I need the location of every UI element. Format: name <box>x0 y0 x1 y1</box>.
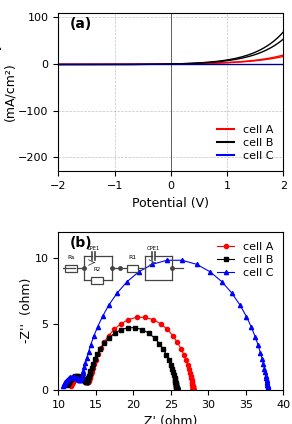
cell B <box>65 382 69 388</box>
cell B <box>179 61 182 66</box>
cell B <box>281 30 285 35</box>
cell B <box>164 61 167 67</box>
cell B <box>191 61 194 66</box>
cell B <box>175 388 179 393</box>
cell C <box>267 388 270 393</box>
cell C <box>262 362 265 367</box>
cell A <box>135 315 138 320</box>
X-axis label: Potential (V): Potential (V) <box>132 197 209 209</box>
cell C <box>241 61 244 67</box>
cell B <box>169 362 172 367</box>
cell C <box>256 343 260 348</box>
cell C <box>165 61 168 67</box>
cell A <box>192 387 195 392</box>
cell C <box>115 290 119 296</box>
cell C <box>57 61 60 67</box>
cell B <box>126 325 130 330</box>
cell B <box>102 341 106 346</box>
cell C <box>281 61 285 67</box>
Y-axis label: Current Density
(mA/cm²): Current Density (mA/cm²) <box>0 43 17 141</box>
cell A <box>165 61 169 67</box>
cell A <box>277 54 280 59</box>
cell C <box>264 373 268 378</box>
cell A <box>190 379 194 385</box>
cell A <box>189 373 192 378</box>
Y-axis label: -Z''  (ohm): -Z'' (ohm) <box>20 278 33 343</box>
cell A <box>192 388 195 393</box>
Text: (a): (a) <box>70 17 92 31</box>
Line: cell B: cell B <box>65 326 179 392</box>
cell A <box>75 62 79 67</box>
cell C <box>165 258 169 263</box>
cell B <box>173 375 176 380</box>
cell B <box>165 61 169 67</box>
cell A <box>179 61 182 67</box>
cell A <box>69 383 73 388</box>
X-axis label: Z' (ohm): Z' (ohm) <box>144 416 197 424</box>
cell C <box>164 61 167 67</box>
cell C <box>190 61 194 67</box>
Line: cell A: cell A <box>58 55 283 64</box>
cell A <box>281 53 285 58</box>
cell B <box>57 62 60 67</box>
cell B <box>170 366 174 371</box>
cell B <box>74 62 77 67</box>
cell B <box>241 54 245 59</box>
cell A <box>191 61 194 66</box>
Legend: cell A, cell B, cell C: cell A, cell B, cell C <box>213 237 278 283</box>
Line: cell A: cell A <box>69 315 195 392</box>
cell A <box>164 61 167 67</box>
cell A <box>186 363 190 368</box>
cell C <box>62 383 65 388</box>
cell C <box>253 61 257 67</box>
cell A <box>184 358 188 363</box>
Legend: cell A, cell B, cell C: cell A, cell B, cell C <box>213 120 278 166</box>
cell A <box>241 59 245 64</box>
cell A <box>57 62 60 67</box>
cell A <box>107 333 110 338</box>
cell C <box>277 61 280 67</box>
Line: cell B: cell B <box>58 32 283 64</box>
Line: cell C: cell C <box>61 258 270 392</box>
cell B <box>175 387 178 392</box>
cell C <box>178 61 182 67</box>
cell C <box>253 335 257 340</box>
cell C <box>266 387 270 392</box>
Text: (b): (b) <box>70 236 92 250</box>
cell B <box>277 35 280 40</box>
cell B <box>174 381 178 386</box>
